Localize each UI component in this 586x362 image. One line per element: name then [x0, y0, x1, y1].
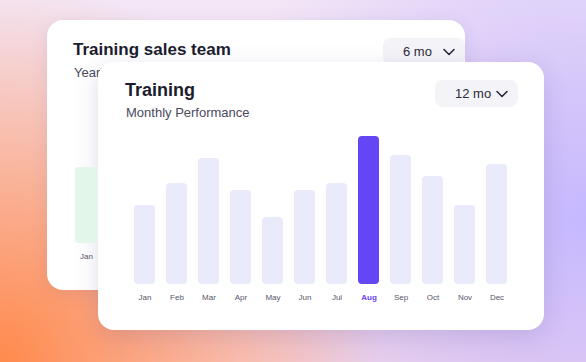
svg-text:May: May — [265, 293, 280, 302]
html-text:Year': Year' — [74, 65, 103, 80]
svg-text:Nov: Nov — [458, 293, 472, 302]
svg-text:Oct: Oct — [427, 293, 440, 302]
svg-text:Feb: Feb — [170, 293, 184, 302]
svg-text:Jun: Jun — [299, 293, 312, 302]
svg-text:Jan: Jan — [80, 252, 93, 261]
svg-text:Dec: Dec — [490, 293, 504, 302]
html-text:Monthly Performance: Monthly Performance — [126, 105, 250, 120]
svg-text:Jul: Jul — [332, 293, 342, 302]
html-text:6 mo: 6 mo — [403, 44, 432, 59]
svg-text:Sep: Sep — [394, 293, 409, 302]
svg-text:Apr: Apr — [235, 293, 248, 302]
html-text:Training sales team: Training sales team — [73, 40, 231, 59]
svg-text:Jan: Jan — [139, 293, 152, 302]
svg-text:Aug: Aug — [361, 293, 377, 302]
svg-text:Mar: Mar — [202, 293, 216, 302]
html-text:Training: Training — [125, 80, 195, 100]
html-text:12 mo: 12 mo — [455, 86, 492, 101]
